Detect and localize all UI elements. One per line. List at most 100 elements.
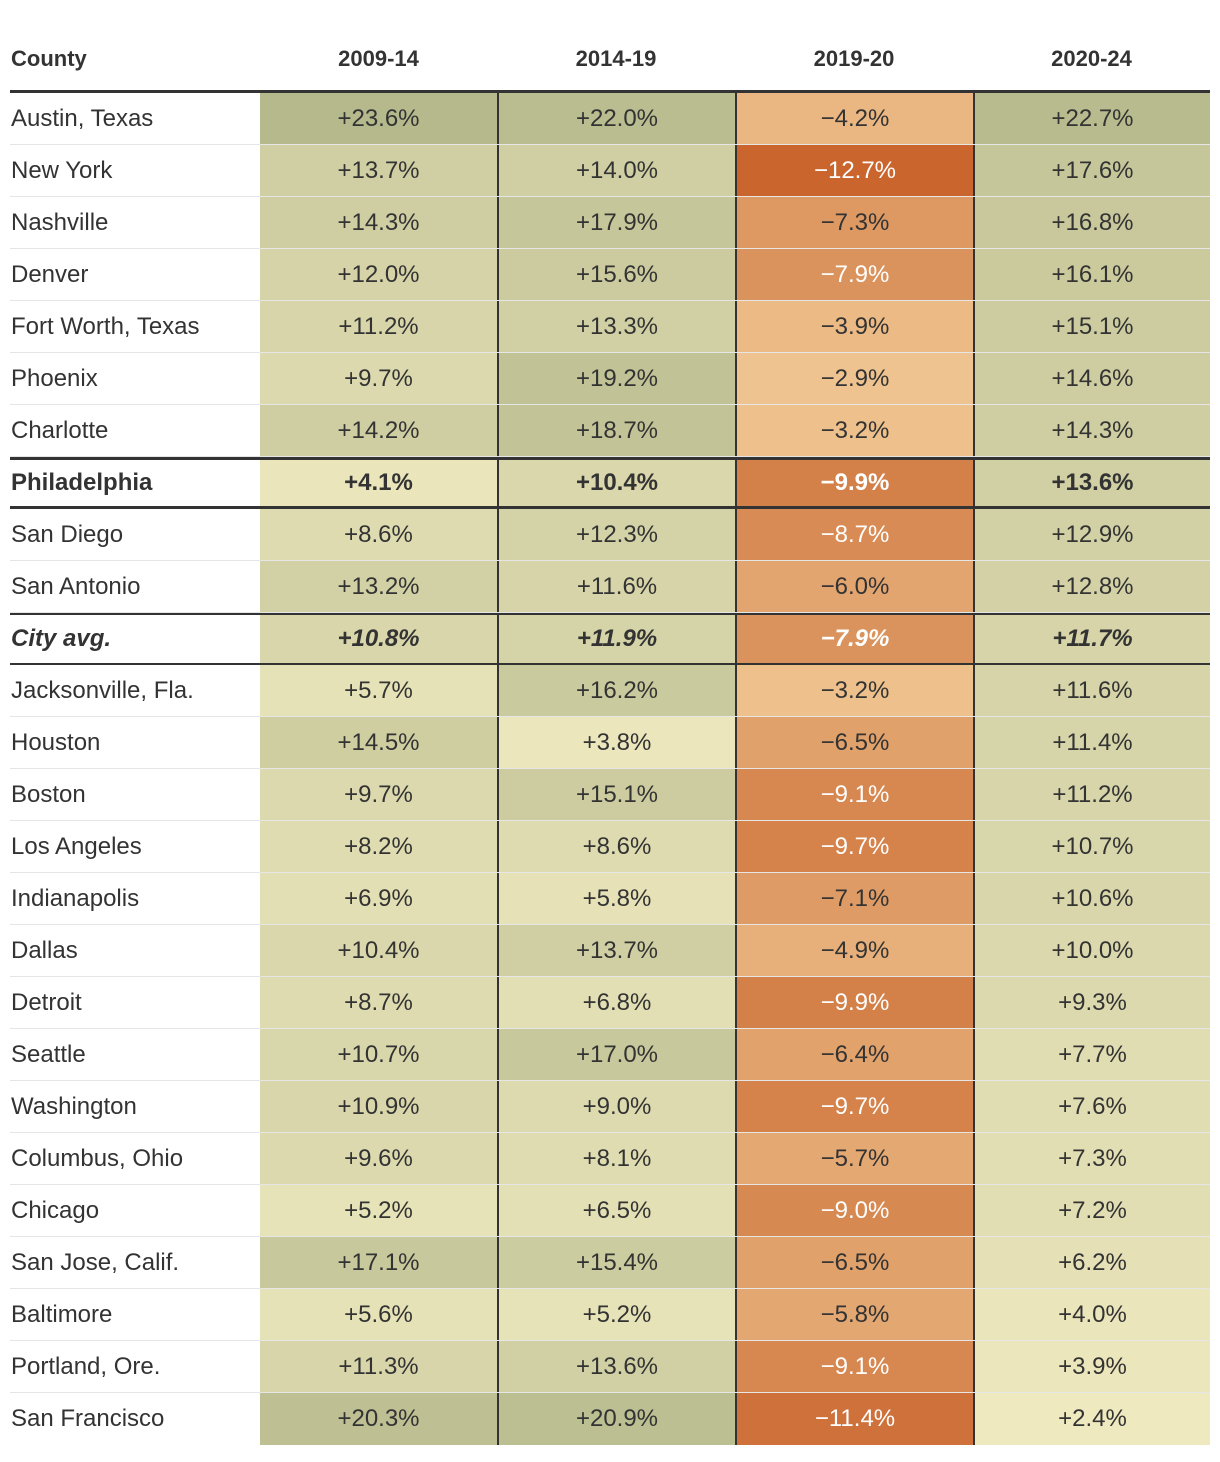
county-name: City avg. xyxy=(11,625,112,652)
value-cell-2009-14: +10.8% xyxy=(260,615,497,663)
value-cell-2019-20: −7.3% xyxy=(735,197,973,248)
table-row: Seattle +10.7% +17.0% −6.4% +7.7% xyxy=(10,1029,1210,1081)
value-cell-2020-24: +7.3% xyxy=(973,1133,1210,1184)
value-cell-2009-14: +5.6% xyxy=(260,1289,497,1340)
value-cell-2009-14: +8.7% xyxy=(260,977,497,1028)
value-cell-2020-24: +11.6% xyxy=(973,665,1210,716)
value-cell-2009-14: +23.6% xyxy=(260,93,497,144)
value-cell-2019-20: −9.9% xyxy=(735,460,973,506)
table-row: Austin, Texas +23.6% +22.0% −4.2% +22.7% xyxy=(10,93,1210,145)
value-cell-2020-24: +10.6% xyxy=(973,873,1210,924)
table-row: Portland, Ore. +11.3% +13.6% −9.1% +3.9% xyxy=(10,1341,1210,1393)
county-name: San Jose, Calif. xyxy=(11,1248,180,1276)
table-row: Columbus, Ohio +9.6% +8.1% −5.7% +7.3% xyxy=(10,1133,1210,1185)
table-row: Charlotte +14.2% +18.7% −3.2% +14.3% xyxy=(10,405,1210,457)
table-row: San Jose, Calif. +17.1% +15.4% −6.5% +6.2% xyxy=(10,1237,1210,1289)
table-row: New York +13.7% +14.0% −12.7% +17.6% xyxy=(10,145,1210,197)
value-cell-2014-19: +14.0% xyxy=(497,145,735,196)
value-cell-2019-20: −8.7% xyxy=(735,509,973,560)
value-cell-2020-24: +11.4% xyxy=(973,717,1210,768)
value-cell-2014-19: +11.9% xyxy=(497,615,735,663)
value-cell-2009-14: +13.7% xyxy=(260,145,497,196)
county-name: Houston xyxy=(11,728,101,756)
value-cell-2009-14: +10.9% xyxy=(260,1081,497,1132)
county-name: Fort Worth, Texas xyxy=(11,312,200,340)
value-cell-2009-14: +13.2% xyxy=(260,561,497,612)
value-cell-2019-20: −11.4% xyxy=(735,1393,973,1445)
table-row: Detroit +8.7% +6.8% −9.9% +9.3% xyxy=(10,977,1210,1029)
county-name: Jacksonville, Fla. xyxy=(11,676,194,704)
table-row: San Francisco +20.3% +20.9% −11.4% +2.4% xyxy=(10,1393,1210,1445)
table-row: Houston +14.5% +3.8% −6.5% +11.4% xyxy=(10,717,1210,769)
value-cell-2019-20: −2.9% xyxy=(735,353,973,404)
value-cell-2009-14: +11.2% xyxy=(260,301,497,352)
header-2014-19: 2014-19 xyxy=(575,46,657,71)
county-name: Austin, Texas xyxy=(11,104,154,132)
value-cell-2019-20: −5.7% xyxy=(735,1133,973,1184)
county-name: Seattle xyxy=(11,1040,86,1068)
value-cell-2020-24: +22.7% xyxy=(973,93,1210,144)
value-cell-2014-19: +6.8% xyxy=(497,977,735,1028)
county-name: Detroit xyxy=(11,988,82,1016)
county-name: Nashville xyxy=(11,208,109,236)
table-row: Washington +10.9% +9.0% −9.7% +7.6% xyxy=(10,1081,1210,1133)
county-name: Indianapolis xyxy=(11,884,140,912)
value-cell-2014-19: +15.4% xyxy=(497,1237,735,1288)
value-cell-2014-19: +9.0% xyxy=(497,1081,735,1132)
header-2020-24: 2020-24 xyxy=(1051,46,1132,71)
value-cell-2020-24: +2.4% xyxy=(973,1393,1210,1445)
value-cell-2014-19: +17.9% xyxy=(497,197,735,248)
value-cell-2019-20: −7.9% xyxy=(735,615,973,663)
value-cell-2019-20: −3.9% xyxy=(735,301,973,352)
value-cell-2019-20: −3.2% xyxy=(735,665,973,716)
table-row: Philadelphia +4.1% +10.4% −9.9% +13.6% xyxy=(10,457,1210,509)
value-cell-2009-14: +12.0% xyxy=(260,249,497,300)
value-cell-2014-19: +10.4% xyxy=(497,460,735,506)
value-cell-2014-19: +15.6% xyxy=(497,249,735,300)
value-cell-2009-14: +14.3% xyxy=(260,197,497,248)
value-cell-2014-19: +19.2% xyxy=(497,353,735,404)
county-name: Columbus, Ohio xyxy=(11,1144,184,1172)
value-cell-2019-20: −9.7% xyxy=(735,1081,973,1132)
table-row: Baltimore +5.6% +5.2% −5.8% +4.0% xyxy=(10,1289,1210,1341)
county-name: San Francisco xyxy=(11,1405,165,1432)
county-name: Los Angeles xyxy=(11,832,142,860)
table-row: Indianapolis +6.9% +5.8% −7.1% +10.6% xyxy=(10,873,1210,925)
value-cell-2014-19: +17.0% xyxy=(497,1029,735,1080)
value-cell-2020-24: +14.3% xyxy=(973,405,1210,456)
value-cell-2019-20: −7.9% xyxy=(735,249,973,300)
value-cell-2014-19: +13.3% xyxy=(497,301,735,352)
county-name: San Diego xyxy=(11,520,124,548)
value-cell-2019-20: −6.0% xyxy=(735,561,973,612)
table-row: Dallas +10.4% +13.7% −4.9% +10.0% xyxy=(10,925,1210,977)
value-cell-2014-19: +5.2% xyxy=(497,1289,735,1340)
value-cell-2019-20: −9.0% xyxy=(735,1185,973,1236)
value-cell-2014-19: +5.8% xyxy=(497,873,735,924)
value-cell-2009-14: +5.2% xyxy=(260,1185,497,1236)
value-cell-2009-14: +5.7% xyxy=(260,665,497,716)
value-cell-2020-24: +9.3% xyxy=(973,977,1210,1028)
county-name: Charlotte xyxy=(11,416,109,444)
data-table: County 2009-14 2014-19 2019-20 2020-24 A… xyxy=(10,32,1210,1445)
value-cell-2020-24: +17.6% xyxy=(973,145,1210,196)
value-cell-2009-14: +4.1% xyxy=(260,460,497,506)
value-cell-2019-20: −9.1% xyxy=(735,1341,973,1392)
county-name: Portland, Ore. xyxy=(11,1352,161,1380)
value-cell-2019-20: −9.7% xyxy=(735,821,973,872)
value-cell-2014-19: +13.6% xyxy=(497,1341,735,1392)
value-cell-2009-14: +11.3% xyxy=(260,1341,497,1392)
value-cell-2009-14: +20.3% xyxy=(260,1393,497,1445)
value-cell-2020-24: +7.2% xyxy=(973,1185,1210,1236)
value-cell-2014-19: +8.1% xyxy=(497,1133,735,1184)
table-body: Austin, Texas +23.6% +22.0% −4.2% +22.7% New … xyxy=(10,93,1210,1445)
value-cell-2020-24: +10.0% xyxy=(973,925,1210,976)
value-cell-2020-24: +16.8% xyxy=(973,197,1210,248)
table-row: Los Angeles +8.2% +8.6% −9.7% +10.7% xyxy=(10,821,1210,873)
table-header: County 2009-14 2014-19 2019-20 2020-24 xyxy=(10,32,1210,93)
county-name: Philadelphia xyxy=(11,469,153,496)
table-row: Chicago +5.2% +6.5% −9.0% +7.2% xyxy=(10,1185,1210,1237)
county-name: Washington xyxy=(11,1092,137,1120)
value-cell-2009-14: +8.2% xyxy=(260,821,497,872)
value-cell-2014-19: +11.6% xyxy=(497,561,735,612)
value-cell-2014-19: +16.2% xyxy=(497,665,735,716)
